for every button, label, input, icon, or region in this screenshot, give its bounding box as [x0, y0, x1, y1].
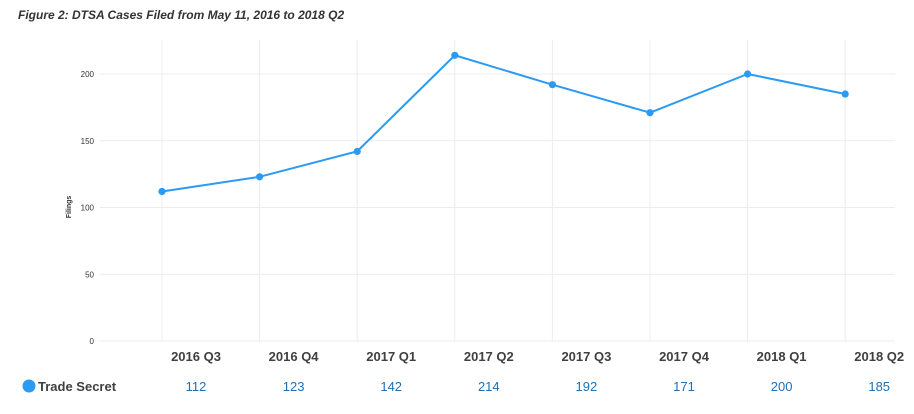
data-point — [451, 51, 459, 59]
data-point — [353, 147, 361, 156]
x-tick-label: 2017 Q1 — [366, 349, 416, 364]
x-axis-ticks: 2016 Q3 2016 Q4 2017 Q1 2017 Q2 2017 Q3 2017 … — [171, 349, 904, 364]
data-point — [744, 70, 752, 78]
series-line-trade-secret — [161, 54, 846, 193]
data-table-value: 112 — [186, 379, 207, 394]
data-table-values: 112 123 142 214 192 171 200 185 — [186, 379, 890, 394]
data-table-value: 171 — [673, 379, 695, 394]
y-tick-label: 150 — [81, 137, 95, 146]
gridlines — [100, 40, 895, 342]
data-table-value: 200 — [771, 379, 793, 394]
x-tick-label: 2018 Q2 — [854, 349, 904, 364]
data-table-value: 142 — [380, 379, 402, 394]
data-table-value: 192 — [576, 379, 598, 394]
y-tick-label: 0 — [90, 337, 95, 346]
data-point — [158, 187, 166, 196]
x-tick-label: 2016 Q4 — [269, 349, 320, 364]
y-tick-label: 50 — [85, 270, 94, 279]
y-axis-label: Filings — [66, 196, 73, 219]
x-tick-label: 2018 Q1 — [757, 349, 807, 364]
data-point — [548, 81, 557, 89]
x-tick-label: 2017 Q4 — [659, 349, 710, 364]
legend-marker-icon — [22, 379, 36, 393]
data-point — [841, 90, 849, 98]
y-axis-ticks: 0 50 100 150 200 — [81, 70, 95, 346]
data-point — [646, 109, 654, 117]
chart-title: Figure 2: DTSA Cases Filed from May 11, … — [18, 8, 345, 22]
y-tick-label: 200 — [81, 70, 95, 79]
x-tick-label: 2016 Q3 — [171, 349, 221, 364]
y-tick-label: 100 — [81, 204, 95, 213]
x-tick-label: 2017 Q3 — [561, 349, 611, 364]
legend-label-trade-secret: Trade Secret — [38, 379, 117, 394]
data-table-value: 214 — [478, 379, 500, 394]
data-points — [158, 51, 849, 196]
x-tick-label: 2017 Q2 — [464, 349, 514, 364]
data-point — [256, 173, 264, 181]
data-table-value: 123 — [283, 379, 305, 394]
data-table-value: 185 — [868, 379, 890, 394]
